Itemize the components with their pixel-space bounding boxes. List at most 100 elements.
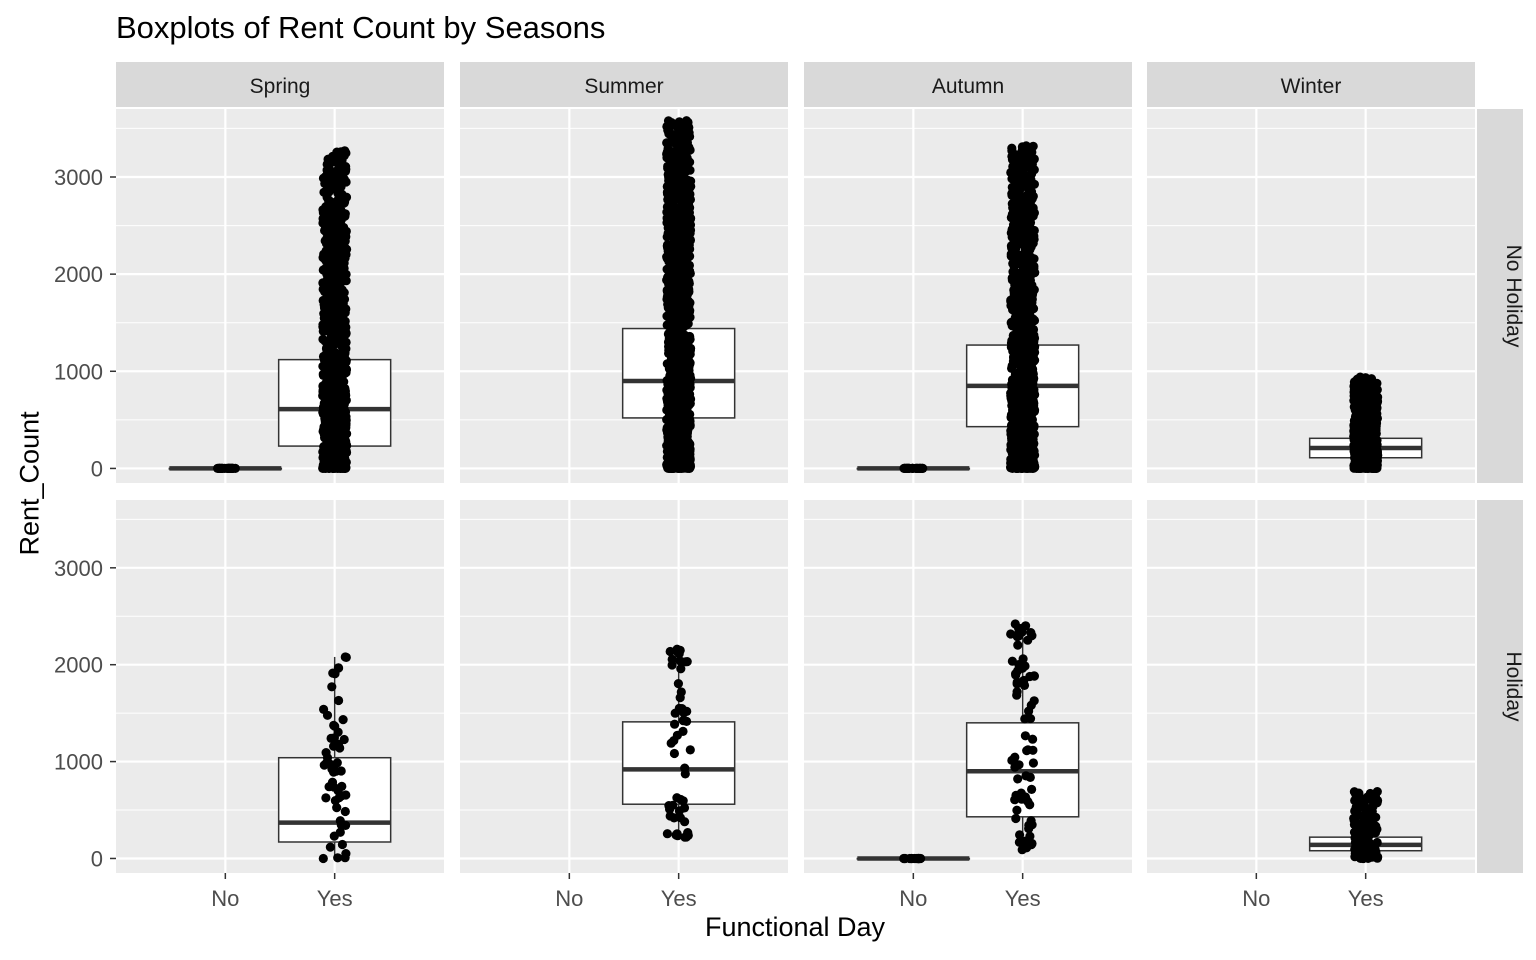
data-point — [1021, 771, 1031, 781]
data-point — [319, 704, 329, 715]
x-tick-label: No — [1242, 886, 1270, 911]
data-point — [682, 388, 692, 398]
data-point — [684, 221, 694, 231]
data-point — [331, 246, 341, 256]
data-point — [665, 165, 675, 175]
data-point — [323, 200, 333, 210]
data-point — [321, 793, 331, 803]
data-point — [899, 853, 909, 864]
data-point — [680, 769, 690, 779]
data-point — [1359, 400, 1369, 410]
data-point — [662, 232, 672, 242]
data-point — [680, 657, 691, 667]
y-tick-label: 2000 — [54, 262, 103, 287]
data-point — [674, 183, 684, 193]
data-point — [324, 307, 335, 318]
data-point — [1007, 755, 1017, 766]
data-point — [677, 331, 687, 342]
data-point — [673, 118, 684, 128]
data-point — [1357, 447, 1367, 457]
data-point — [680, 277, 690, 287]
boxplot-summer-holiday-yes — [621, 644, 736, 842]
jitter-points — [1349, 372, 1383, 473]
data-point — [679, 165, 689, 175]
data-point — [337, 164, 347, 174]
data-point — [1353, 384, 1363, 394]
facet-strip-label-autumn: Autumn — [932, 75, 1004, 98]
data-point — [327, 777, 338, 787]
data-point — [318, 361, 328, 371]
data-point — [1026, 816, 1036, 826]
jitter-points — [318, 146, 352, 473]
data-point — [677, 458, 688, 469]
jitter-points — [318, 652, 351, 864]
row-strip-label-no-holiday: No Holiday — [1502, 245, 1525, 348]
data-point — [671, 830, 681, 840]
data-point — [685, 345, 696, 355]
data-point — [685, 398, 695, 409]
data-point — [334, 663, 344, 673]
data-point — [665, 175, 675, 185]
data-point — [683, 241, 693, 251]
y-tick-label: 0 — [91, 846, 103, 871]
data-point — [1006, 342, 1017, 352]
data-point — [1006, 429, 1016, 439]
data-point — [913, 853, 923, 864]
data-point — [682, 423, 692, 433]
data-point — [341, 356, 351, 366]
data-point — [663, 125, 673, 135]
data-point — [1349, 426, 1359, 437]
data-point — [1027, 362, 1037, 373]
data-point — [664, 118, 674, 128]
data-point — [680, 817, 690, 827]
data-point — [326, 733, 336, 744]
data-point — [665, 811, 675, 821]
data-point — [667, 660, 677, 670]
data-point — [319, 405, 330, 415]
data-point — [663, 195, 673, 205]
data-point — [341, 652, 351, 663]
data-point — [662, 394, 672, 404]
x-tick-label: Yes — [1005, 886, 1041, 911]
boxplot-autumn-no-holiday-yes — [965, 141, 1080, 473]
data-point — [1007, 146, 1017, 156]
data-point — [1018, 263, 1029, 273]
data-point — [1010, 462, 1020, 472]
data-point — [669, 421, 679, 431]
data-point — [674, 703, 684, 714]
data-point — [340, 806, 350, 817]
data-point — [1015, 297, 1025, 307]
data-point — [341, 820, 351, 831]
data-point — [1357, 439, 1367, 449]
data-point — [1025, 288, 1035, 298]
data-point — [676, 450, 686, 460]
data-point — [1011, 813, 1021, 824]
data-point — [666, 738, 676, 748]
data-point — [1019, 460, 1029, 470]
data-point — [340, 427, 350, 437]
data-point — [901, 463, 912, 473]
data-point — [330, 796, 340, 806]
boxplot-winter-holiday-yes — [1308, 787, 1423, 864]
data-point — [326, 362, 336, 372]
data-point — [1025, 714, 1036, 724]
data-point — [1012, 805, 1022, 815]
data-point — [666, 335, 676, 345]
data-point — [685, 157, 695, 167]
data-point — [1021, 306, 1031, 316]
data-point — [670, 131, 680, 141]
data-point — [333, 853, 343, 863]
data-point — [1029, 671, 1039, 681]
data-point — [669, 357, 679, 367]
data-point — [1014, 346, 1024, 356]
data-point — [325, 418, 335, 428]
data-point — [1008, 437, 1018, 447]
data-point — [1020, 661, 1030, 671]
data-point — [1354, 788, 1364, 798]
data-point — [662, 241, 672, 251]
data-point — [1027, 462, 1037, 472]
data-point — [1027, 631, 1037, 641]
y-tick-label: 0 — [91, 456, 103, 481]
boxplot-spring-holiday-yes — [277, 652, 392, 864]
data-point — [1361, 795, 1371, 805]
